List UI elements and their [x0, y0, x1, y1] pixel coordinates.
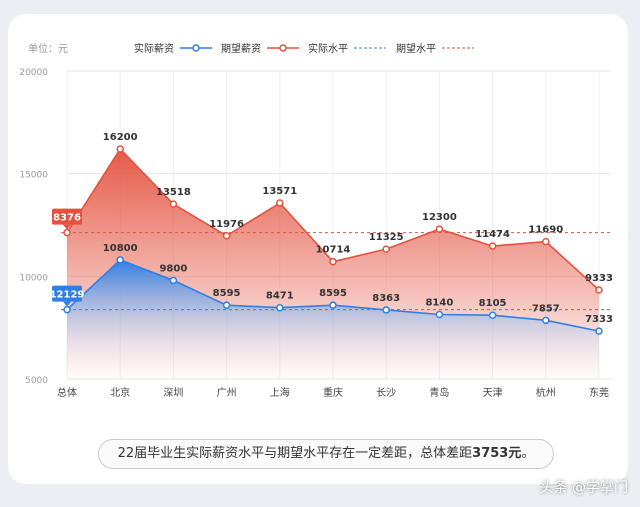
y-tick-label: 5000 [25, 376, 48, 386]
x-tick-label: 青岛 [429, 386, 449, 399]
actual-area [67, 259, 599, 379]
actual-highlight-tag: 12129 [50, 285, 85, 307]
x-tick-label: 天津 [483, 387, 503, 399]
legend-item: 实际水平 [308, 42, 386, 55]
summary-caption: 22届毕业生实际薪资水平与期望水平存在一定差距，总体差距3753元。 [98, 439, 554, 469]
expected-tag-label: 8376 [53, 213, 81, 224]
actual-data-label: 8595 [319, 288, 347, 299]
x-tick-label: 广州 [217, 387, 237, 399]
actual-data-label: 7333 [585, 314, 613, 325]
actual-data-label: 8595 [213, 288, 241, 299]
actual-point [222, 301, 231, 309]
expected-tag-pointer [63, 224, 71, 230]
actual-tag-pointer [63, 301, 71, 307]
x-tick-label: 北京 [110, 386, 130, 399]
actual-data-label: 8140 [425, 298, 453, 309]
watermark: 头条 @学掌门 [539, 480, 628, 496]
caption-end: 。 [521, 446, 535, 461]
caption-gap-value: 3753元 [472, 446, 522, 461]
legend-item: 期望水平 [396, 42, 474, 55]
legend-item: 实际薪资 [134, 42, 212, 55]
x-tick-label: 杭州 [536, 386, 556, 399]
x-tick-label: 长沙 [376, 387, 396, 399]
expected-highlight-tag: 8376 [52, 208, 82, 230]
actual-point [595, 327, 603, 335]
actual-data-label: 10800 [103, 243, 138, 254]
actual-point [276, 303, 284, 312]
legend-item: 期望薪资 [221, 42, 299, 55]
actual-point [542, 316, 550, 325]
actual-data-label: 9800 [159, 263, 187, 274]
actual-point [488, 311, 497, 319]
y-tick-label: 15000 [19, 171, 48, 181]
expected-point [63, 228, 71, 237]
actual-data-label: 8105 [479, 298, 507, 309]
legend-marker [279, 44, 287, 52]
actual-data-label: 8363 [372, 293, 400, 304]
expected-point [435, 225, 444, 233]
x-tick-label: 东莞 [589, 386, 609, 399]
expected-point [116, 145, 124, 153]
x-tick-label: 深圳 [163, 387, 183, 399]
actual-point [382, 306, 390, 314]
x-tick-label: 重庆 [323, 386, 343, 399]
actual-point [116, 256, 124, 264]
salary-chart: 5000 10000 15000 20000 单位：元 16200 13518 11976 13… [19, 42, 613, 399]
expected-data-label: 11690 [528, 225, 563, 236]
y-tick-label: 10000 [19, 273, 48, 283]
expected-tag-box [52, 208, 82, 225]
expected-data-label: 10714 [316, 245, 351, 256]
expected-point [382, 245, 390, 253]
legend-label: 期望水平 [396, 42, 436, 55]
expected-data-label: 9333 [585, 273, 613, 284]
expected-point [222, 232, 231, 240]
legend-label: 期望薪资 [221, 42, 261, 55]
x-tick-label: 上海 [270, 386, 290, 399]
x-tick-label: 总体 [57, 386, 77, 399]
expected-point [542, 237, 550, 246]
actual-data-label: 8471 [266, 291, 294, 302]
expected-data-label: 13518 [156, 187, 191, 198]
expected-data-label: 11325 [369, 232, 404, 243]
actual-point [329, 301, 337, 309]
expected-data-label: 16200 [103, 132, 138, 143]
expected-data-label: 11474 [475, 229, 510, 240]
expected-point [169, 200, 178, 208]
actual-data-label: 7857 [532, 303, 560, 314]
expected-data-label: 11976 [209, 219, 244, 230]
legend-label: 实际薪资 [134, 42, 174, 55]
expected-data-label: 12300 [422, 212, 457, 223]
expected-data-label: 13571 [262, 186, 297, 197]
caption-text: 22届毕业生实际薪资水平与期望水平存在一定差距，总体差距 [117, 446, 473, 461]
actual-tag-box [52, 285, 82, 302]
actual-point [169, 276, 178, 285]
chart-card: 5000 10000 15000 20000 单位：元 16200 13518 11976 13… [8, 14, 628, 484]
actual-tag-label: 12129 [50, 290, 85, 301]
legend-marker [192, 44, 200, 52]
actual-point [63, 305, 71, 314]
unit-label: 单位：元 [28, 42, 68, 55]
expected-point [595, 286, 603, 294]
expected-point [329, 257, 337, 266]
expected-point [488, 242, 497, 250]
actual-point [435, 310, 444, 319]
y-tick-label: 20000 [19, 68, 48, 78]
legend-label: 实际水平 [308, 42, 348, 55]
expected-point [276, 199, 284, 207]
